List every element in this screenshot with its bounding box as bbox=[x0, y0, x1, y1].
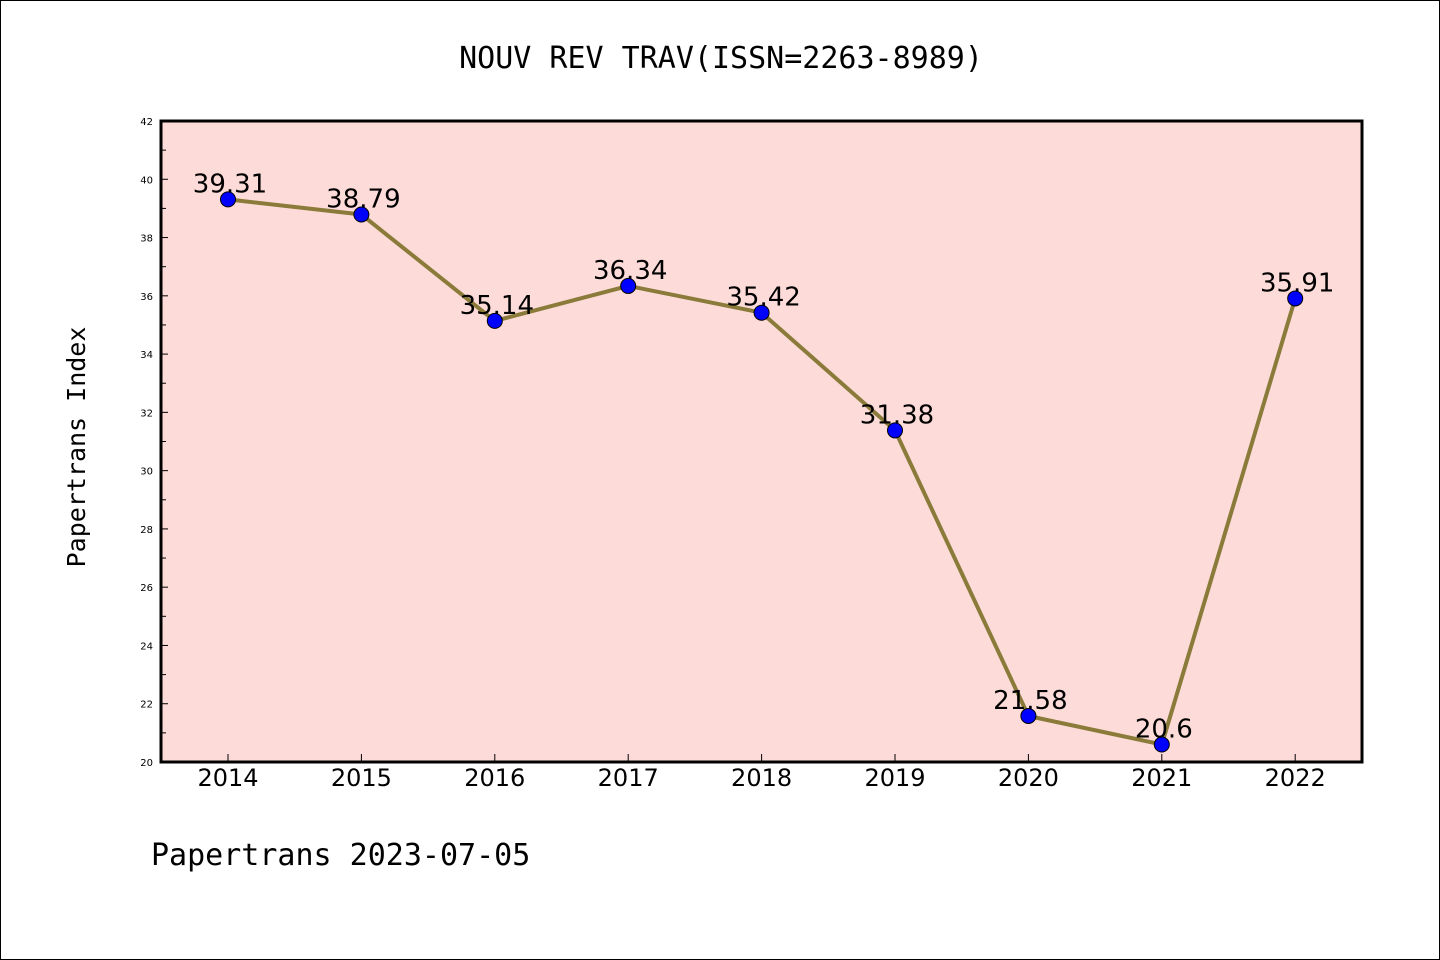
plot-area bbox=[161, 121, 1362, 762]
x-tick-label: 2020 bbox=[998, 764, 1059, 792]
y-axis-label: Papertrans Index bbox=[62, 327, 91, 568]
data-label: 39.31 bbox=[193, 169, 267, 199]
data-label: 31.38 bbox=[860, 400, 934, 430]
x-tick-label: 2014 bbox=[197, 764, 258, 792]
x-tick-label: 2022 bbox=[1265, 764, 1326, 792]
data-point bbox=[486, 312, 503, 329]
data-point bbox=[620, 277, 637, 294]
x-tick-label: 2018 bbox=[731, 764, 792, 792]
data-point bbox=[753, 304, 770, 321]
x-tick-label: 2021 bbox=[1131, 764, 1192, 792]
data-point bbox=[1020, 707, 1037, 724]
y-tick-label: 22 bbox=[140, 700, 153, 711]
data-label: 21.58 bbox=[993, 686, 1067, 716]
x-tick-label: 2017 bbox=[598, 764, 659, 792]
data-label: 36.34 bbox=[593, 256, 667, 286]
y-tick-label: 40 bbox=[140, 175, 153, 186]
series-group: 39.31 38.79 35.14 36.34 35.42 31.38 21.58 20.6 3… bbox=[193, 169, 1334, 753]
y-axis: 20 22 24 26 28 30 32 34 36 38 40 42 bbox=[140, 117, 168, 769]
data-point bbox=[220, 191, 236, 208]
x-tick-label: 2015 bbox=[331, 764, 392, 792]
x-tick-label: 2019 bbox=[864, 764, 925, 792]
y-tick-label: 24 bbox=[140, 641, 153, 652]
y-tick-label: 32 bbox=[140, 408, 153, 419]
y-tick-label: 20 bbox=[140, 758, 153, 769]
data-point bbox=[887, 422, 903, 439]
data-point bbox=[353, 206, 370, 223]
y-tick-label: 30 bbox=[140, 467, 153, 478]
data-point bbox=[1153, 736, 1170, 753]
chart-title: NOUV REV TRAV(ISSN=2263-8989) bbox=[459, 41, 983, 76]
data-label: 20.6 bbox=[1135, 715, 1193, 745]
data-label: 38.79 bbox=[326, 185, 400, 215]
x-tick-label: 2016 bbox=[464, 764, 525, 792]
x-axis: 2014 2015 2016 2017 2018 2019 2020 2021 2022 bbox=[197, 754, 1326, 792]
y-tick-label: 26 bbox=[140, 583, 153, 594]
data-label: 35.14 bbox=[460, 291, 534, 321]
data-label: 35.91 bbox=[1260, 268, 1334, 298]
plot-frame bbox=[159, 119, 1364, 764]
footer-caption: Papertrans 2023-07-05 bbox=[151, 838, 530, 873]
data-point bbox=[1287, 290, 1304, 307]
data-label: 35.42 bbox=[726, 283, 800, 313]
y-tick-label: 42 bbox=[140, 117, 153, 128]
y-tick-label: 34 bbox=[140, 350, 153, 361]
y-tick-label: 38 bbox=[140, 234, 153, 245]
y-tick-label: 28 bbox=[140, 525, 153, 536]
y-tick-label: 36 bbox=[140, 292, 153, 303]
